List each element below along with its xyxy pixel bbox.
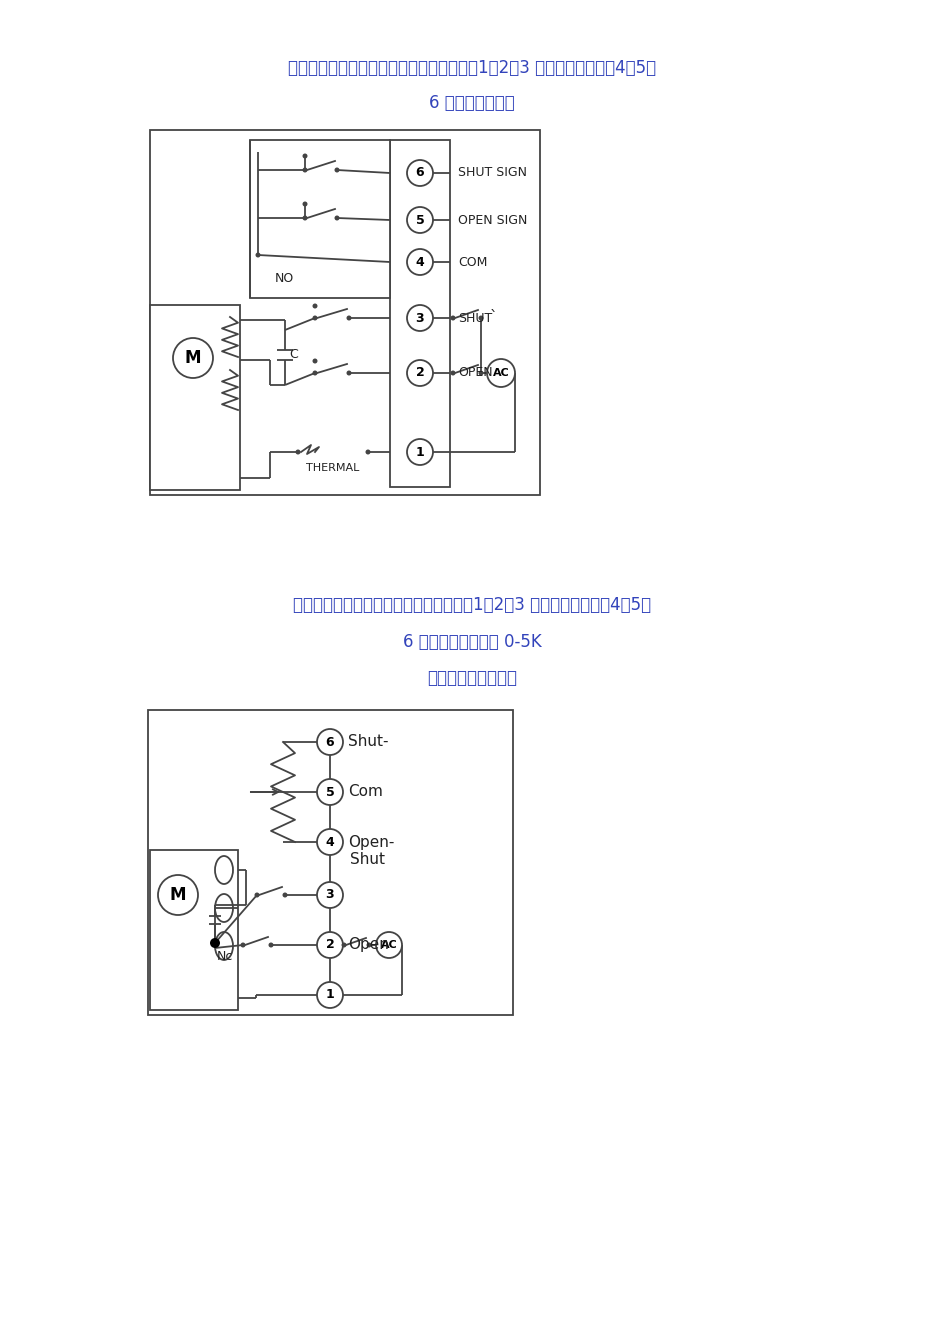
Circle shape bbox=[407, 305, 432, 332]
Text: `: ` bbox=[490, 309, 497, 325]
Circle shape bbox=[316, 882, 343, 908]
Circle shape bbox=[312, 303, 317, 309]
Circle shape bbox=[334, 167, 339, 172]
Text: 4: 4 bbox=[326, 836, 334, 849]
Circle shape bbox=[450, 370, 455, 376]
Circle shape bbox=[268, 943, 273, 948]
Circle shape bbox=[255, 253, 261, 258]
Text: 的电阵值，可以选定: 的电阵值，可以选定 bbox=[427, 668, 516, 687]
Circle shape bbox=[478, 370, 483, 376]
Circle shape bbox=[366, 943, 371, 948]
Circle shape bbox=[407, 439, 432, 465]
Text: 5: 5 bbox=[326, 786, 334, 798]
Text: 6 为反馈部分，输出 0-5K: 6 为反馈部分，输出 0-5K bbox=[402, 632, 541, 651]
Circle shape bbox=[376, 932, 401, 959]
Circle shape bbox=[316, 779, 343, 805]
Circle shape bbox=[365, 449, 370, 455]
Circle shape bbox=[346, 370, 351, 376]
Circle shape bbox=[316, 829, 343, 854]
Circle shape bbox=[407, 249, 432, 275]
Text: SHUT SIGN: SHUT SIGN bbox=[458, 167, 527, 179]
Circle shape bbox=[407, 360, 432, 386]
Circle shape bbox=[312, 370, 317, 376]
Text: Com: Com bbox=[347, 785, 382, 800]
Text: NO: NO bbox=[275, 271, 294, 285]
Circle shape bbox=[478, 316, 483, 321]
Circle shape bbox=[302, 202, 307, 206]
Text: Nc: Nc bbox=[217, 951, 233, 964]
Text: 开关型带开度信号反馈电动蝶阀接线图。1。2。3 为控制接线部分，4。5、: 开关型带开度信号反馈电动蝶阀接线图。1。2。3 为控制接线部分，4。5、 bbox=[293, 596, 650, 614]
Text: 2: 2 bbox=[326, 939, 334, 952]
Text: M: M bbox=[185, 349, 201, 366]
Circle shape bbox=[334, 215, 339, 221]
Bar bbox=[390, 140, 449, 487]
Circle shape bbox=[210, 939, 220, 948]
Text: AC: AC bbox=[492, 368, 509, 378]
Text: 6 为无源触点反馈: 6 为无源触点反馈 bbox=[429, 94, 514, 112]
Ellipse shape bbox=[215, 856, 233, 884]
Text: Shut-: Shut- bbox=[347, 734, 388, 750]
Bar bbox=[150, 305, 240, 489]
Circle shape bbox=[341, 943, 346, 948]
Text: Open: Open bbox=[347, 937, 389, 952]
Circle shape bbox=[158, 874, 198, 915]
Text: 3: 3 bbox=[415, 312, 424, 325]
Circle shape bbox=[407, 160, 432, 186]
Text: OPEN SIGN: OPEN SIGN bbox=[458, 214, 527, 226]
Text: 3: 3 bbox=[326, 889, 334, 901]
Text: 1: 1 bbox=[415, 445, 424, 459]
Circle shape bbox=[450, 316, 455, 321]
Circle shape bbox=[407, 207, 432, 233]
Bar bbox=[250, 140, 390, 298]
Text: Open-: Open- bbox=[347, 834, 394, 849]
Circle shape bbox=[254, 893, 260, 897]
Text: 2: 2 bbox=[415, 366, 424, 380]
Bar bbox=[150, 130, 539, 495]
Circle shape bbox=[302, 167, 307, 172]
Circle shape bbox=[295, 449, 300, 455]
Text: 开关型带无源触点型反馈电动蝶阀接线图。1。2。3 是控制部分接线，4。5、: 开关型带无源触点型反馈电动蝶阀接线图。1。2。3 是控制部分接线，4。5、 bbox=[288, 59, 655, 78]
Circle shape bbox=[302, 154, 307, 159]
Ellipse shape bbox=[215, 894, 233, 923]
Circle shape bbox=[316, 932, 343, 959]
Ellipse shape bbox=[215, 932, 233, 960]
Circle shape bbox=[316, 981, 343, 1008]
Circle shape bbox=[282, 893, 287, 897]
Text: 1: 1 bbox=[326, 988, 334, 1001]
Text: THERMAL: THERMAL bbox=[306, 463, 360, 473]
Circle shape bbox=[316, 729, 343, 755]
Circle shape bbox=[302, 215, 307, 221]
Text: C: C bbox=[289, 349, 297, 361]
Circle shape bbox=[173, 338, 212, 378]
Bar bbox=[148, 710, 513, 1015]
Circle shape bbox=[240, 943, 245, 948]
Text: 6: 6 bbox=[326, 735, 334, 749]
Text: COM: COM bbox=[458, 255, 487, 269]
Text: 5: 5 bbox=[415, 214, 424, 226]
Bar bbox=[150, 850, 238, 1009]
Text: OPEN: OPEN bbox=[458, 366, 492, 380]
Text: M: M bbox=[170, 886, 186, 904]
Text: Shut: Shut bbox=[349, 853, 384, 868]
Text: 6: 6 bbox=[415, 167, 424, 179]
Circle shape bbox=[346, 316, 351, 321]
Text: 4: 4 bbox=[415, 255, 424, 269]
Text: AC: AC bbox=[380, 940, 397, 951]
Circle shape bbox=[486, 360, 514, 386]
Circle shape bbox=[312, 316, 317, 321]
Text: SHUT: SHUT bbox=[458, 312, 492, 325]
Circle shape bbox=[312, 358, 317, 364]
